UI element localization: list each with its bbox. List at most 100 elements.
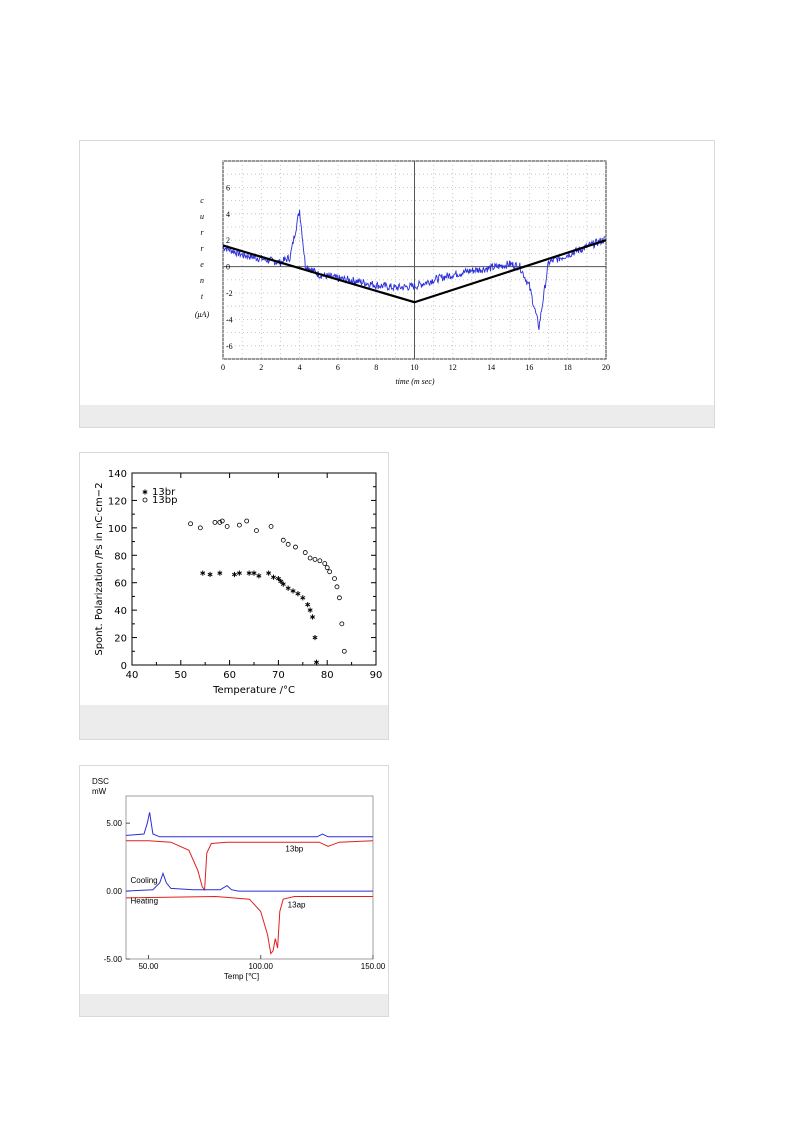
y-axis-label-letter: n (200, 276, 204, 285)
data-point-13br (295, 591, 301, 597)
data-point-13bp (219, 518, 225, 524)
data-point-13br (300, 595, 306, 601)
x-tick-label: 2 (259, 363, 263, 372)
legend-label-13bp: 13bp (152, 495, 177, 506)
y-tick-label: 0.00 (106, 887, 122, 896)
y-tick-label: 5.00 (106, 819, 122, 828)
plot-frame (125, 795, 374, 960)
data-point-13bp (327, 569, 333, 575)
data-point-13br (231, 571, 237, 578)
data-point-13br (251, 570, 257, 576)
data-point-13bp (236, 522, 242, 528)
legend-marker-13br (142, 489, 148, 495)
figure-dsc: DSC mW 5.00 0.00 -5.00 50.00 100.00 150.00 Temp … (79, 765, 389, 1017)
x-tick-label: 150.00 (361, 962, 386, 971)
figure-polarization: 40 50 60 70 80 90 0 20 40 60 80 100 120 140 13br 13bp Te… (79, 452, 389, 740)
y-tick-label: 0 (121, 661, 127, 672)
data-point-13bp (280, 537, 286, 543)
x-tick-label: 0 (221, 363, 225, 372)
y-axis-label-letter: r (200, 228, 204, 237)
legend-label-13br: 13br (152, 487, 176, 498)
y-tick-label: 120 (108, 496, 127, 507)
data-point-13br (313, 659, 319, 665)
x-tick-label: 10 (411, 363, 419, 372)
y-tick-label: 40 (114, 606, 127, 617)
x-tick-label: 40 (126, 670, 139, 681)
y-tick-label: 2 (226, 236, 230, 245)
x-tick-label: 50.00 (138, 962, 159, 971)
x-axis-label: Temp [℃] (224, 972, 259, 981)
data-point-13br (217, 570, 223, 576)
x-tick-label: 6 (336, 363, 340, 372)
x-tick-label: 60 (223, 670, 236, 681)
data-point-13br (290, 588, 296, 594)
x-tick-label: 16 (525, 363, 533, 372)
x-tick-label: 4 (298, 363, 302, 372)
y-axis-title: DSC (92, 777, 109, 786)
series-line (126, 840, 374, 891)
annotation-label: Heating (130, 896, 158, 905)
y-tick-label: 140 (108, 469, 127, 480)
y-axis-unit: mW (92, 787, 107, 796)
series-line (125, 871, 373, 892)
y-tick-label: 80 (114, 551, 127, 562)
x-tick-label: 18 (564, 363, 572, 372)
data-point-13bp (285, 541, 291, 547)
series-triangle-voltage (222, 239, 607, 304)
data-point-13bp (339, 621, 345, 627)
data-point-13br (200, 570, 206, 576)
y-tick-label: 60 (114, 579, 127, 590)
data-point-13bp (188, 521, 193, 527)
data-point-13bp (293, 544, 298, 550)
data-point-13bp (197, 525, 203, 531)
data-point-13bp (307, 555, 313, 561)
data-point-13br (246, 570, 252, 576)
y-tick-label: -6 (226, 342, 233, 351)
data-point-13br (305, 602, 311, 608)
annotation-label: 13bp (285, 845, 303, 854)
y-tick-label: 6 (226, 183, 230, 192)
caption-bar (80, 994, 388, 1016)
annotation-label: 13ap (288, 900, 306, 909)
caption-bar (80, 405, 714, 427)
series-line (125, 895, 373, 955)
data-point-13bp (312, 557, 318, 562)
data-point-13bp (341, 648, 347, 654)
data-point-13bp (336, 595, 342, 601)
x-tick-label: 14 (487, 363, 495, 372)
data-point-13bp (244, 518, 250, 524)
x-tick-label: 8 (374, 363, 378, 372)
data-point-13bp (324, 565, 330, 571)
y-tick-label: 20 (114, 634, 127, 645)
x-tick-label: 20 (602, 363, 610, 372)
data-point-13bp (268, 524, 274, 529)
data-point-13bp (317, 558, 323, 564)
annotation-label: Cooling (130, 876, 157, 885)
data-point-13br (312, 634, 318, 641)
data-point-13br (271, 574, 277, 580)
y-axis-label-letter: u (200, 212, 204, 221)
data-point-13bp (224, 524, 230, 529)
data-point-13br (256, 573, 262, 579)
data-point-13br (236, 570, 242, 576)
data-point-13br (207, 571, 213, 578)
x-tick-label: 12 (449, 363, 457, 372)
data-point-13br (280, 581, 286, 587)
y-tick-label: 0 (226, 263, 230, 272)
y-axis-label-letter: r (200, 244, 204, 253)
y-axis-label: Spont. Polarization /Ps in nC·cm−2 (94, 482, 105, 655)
x-tick-label: 80 (321, 670, 334, 681)
data-point-13bp (212, 519, 218, 525)
data-point-13bp (322, 561, 328, 566)
y-axis-label-letter: (μA) (195, 310, 210, 319)
data-point-13br (310, 614, 316, 620)
data-point-13br (275, 576, 281, 582)
y-tick-label: -4 (226, 315, 233, 324)
data-point-13bp (302, 550, 308, 555)
caption-bar (80, 705, 388, 739)
series-line (125, 812, 373, 838)
figure-current-time: 0 2 4 6 8 10 12 14 16 18 20 6 4 2 0 -2 -4 -6 c u r r e n t (μA) ti… (79, 140, 715, 428)
chart-current-vs-time: 0 2 4 6 8 10 12 14 16 18 206420-2-4-6current(μA)ti… (195, 160, 610, 386)
legend-marker-13bp (142, 497, 148, 503)
